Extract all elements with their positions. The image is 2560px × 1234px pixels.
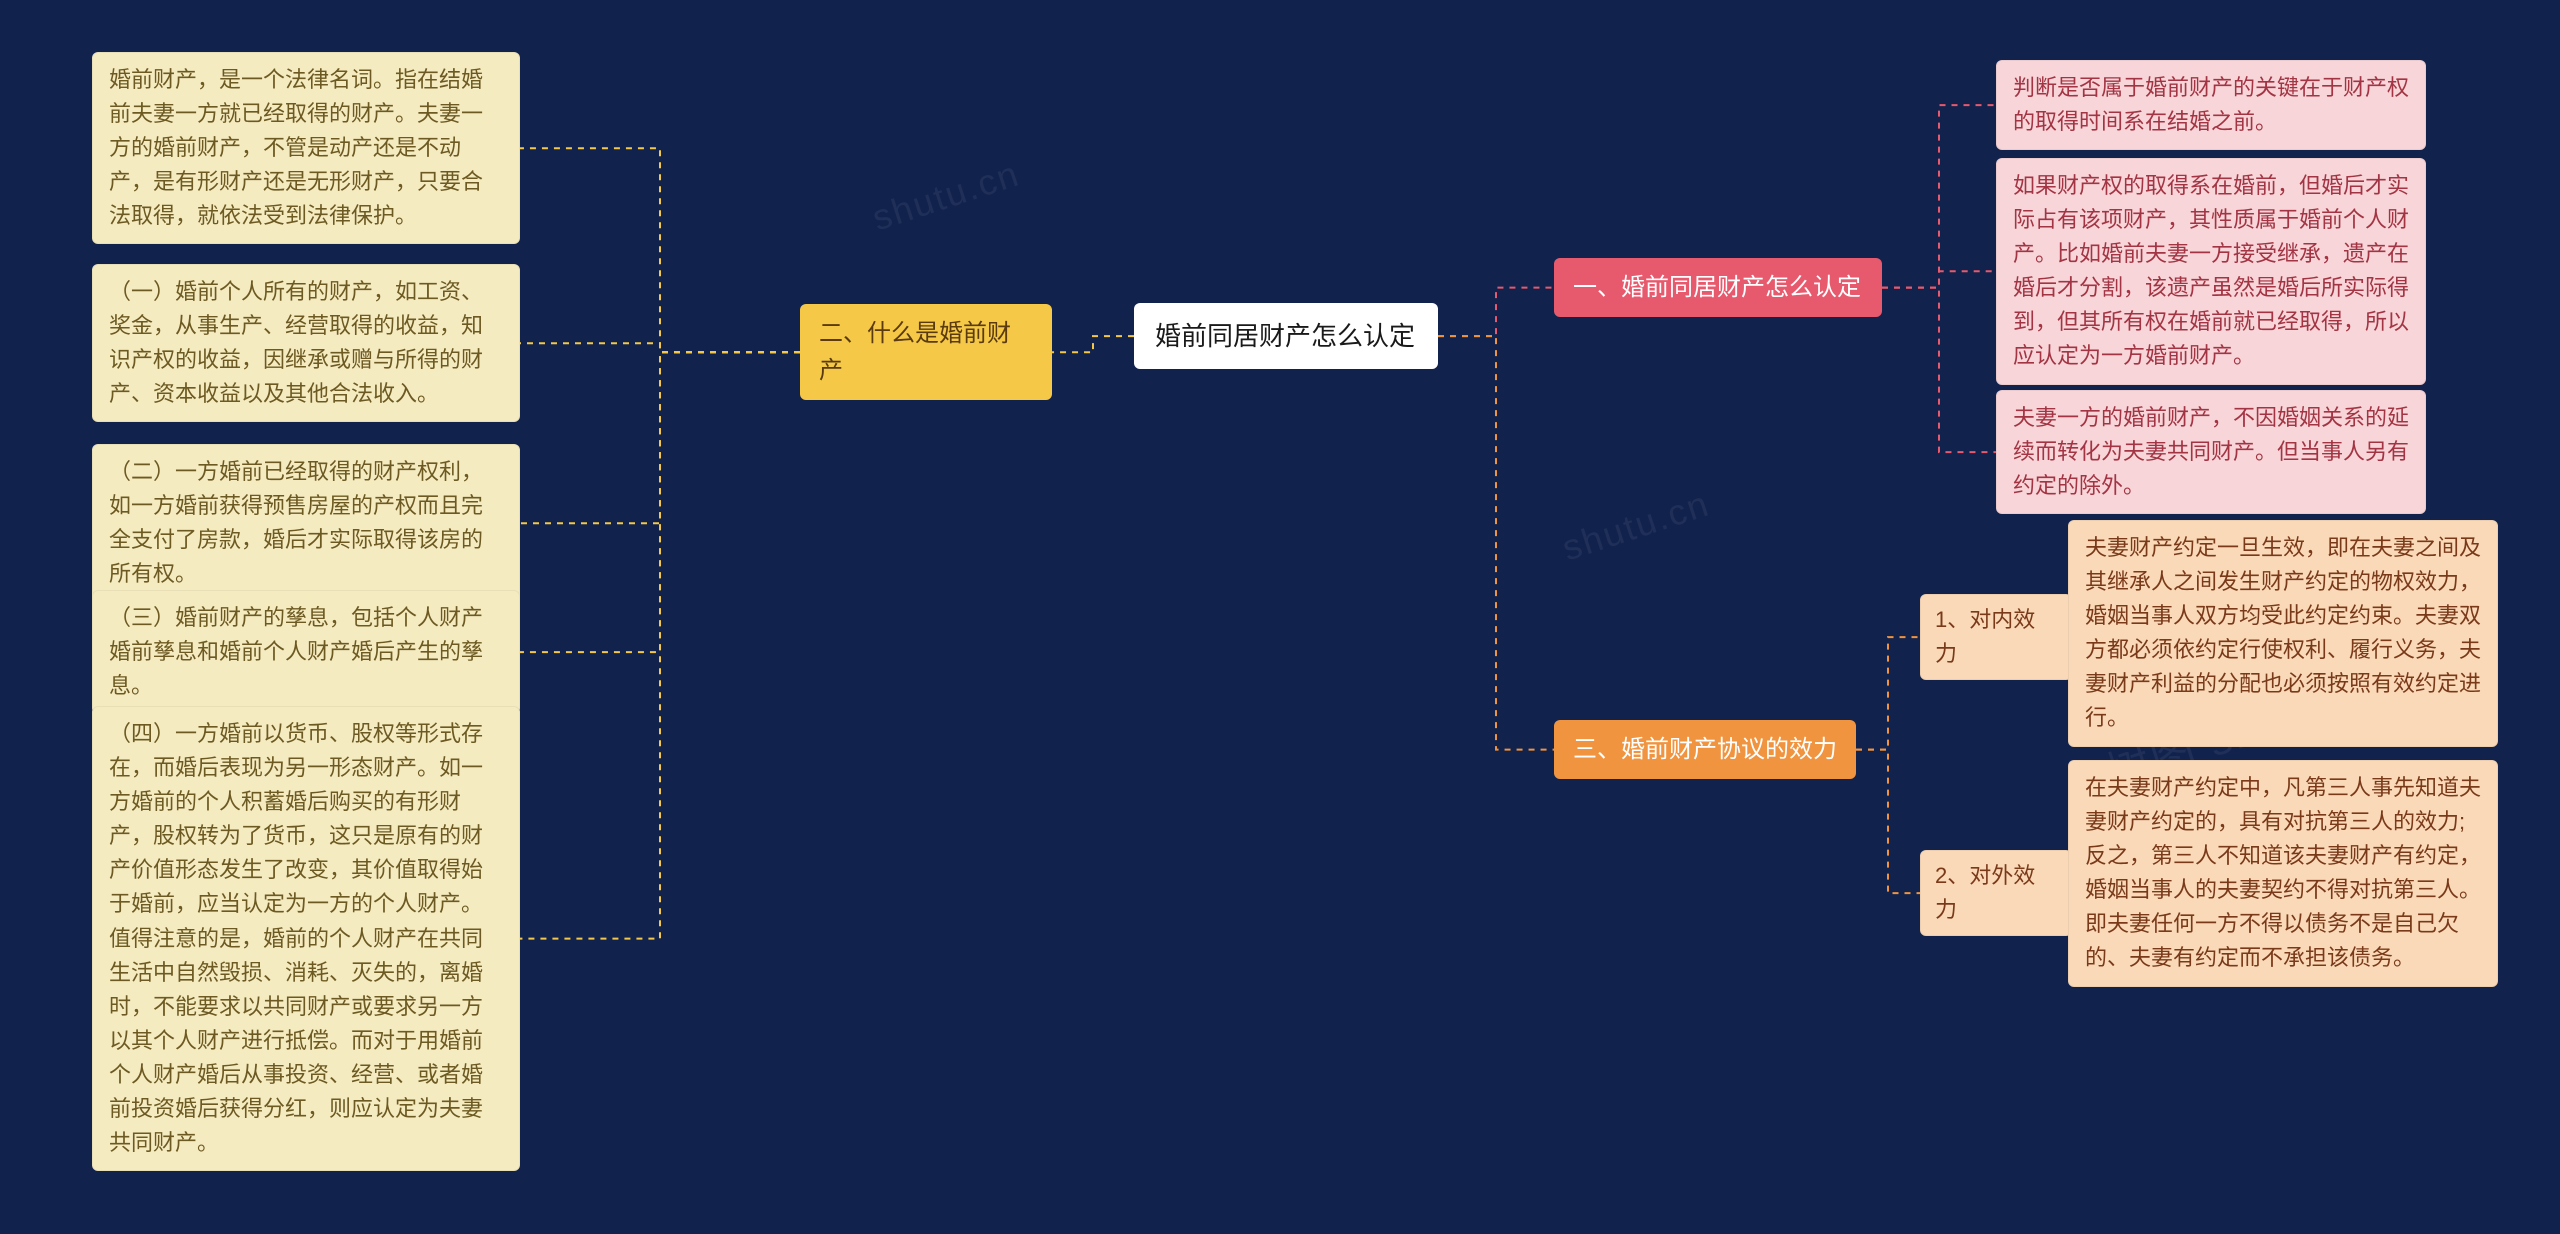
leaf-text: （四）一方婚前以货币、股权等形式存在，而婚后表现为另一形态财产。如一方婚前的个人… [109,721,483,1155]
root-label: 婚前同居财产怎么认定 [1155,321,1415,351]
leaf-node: （一）婚前个人所有的财产，如工资、奖金，从事生产、经营取得的收益，知识产权的收益… [92,264,520,422]
sub-node: 1、对内效力 [1920,594,2072,680]
leaf-text: 婚前财产，是一个法律名词。指在结婚前夫妻一方就已经取得的财产。夫妻一方的婚前财产… [109,67,483,228]
leaf-text: 夫妻财产约定一旦生效，即在夫妻之间及其继承人之间发生财产约定的物权效力，婚姻当事… [2085,535,2481,730]
watermark: shutu.cn [867,153,1025,240]
leaf-text: 在夫妻财产约定中，凡第三人事先知道夫妻财产约定的，具有对抗第三人的效力;反之，第… [2085,775,2481,970]
leaf-node: 夫妻财产约定一旦生效，即在夫妻之间及其继承人之间发生财产约定的物权效力，婚姻当事… [2068,520,2498,747]
branch-label: 三、婚前财产协议的效力 [1573,736,1837,763]
branch-node: 三、婚前财产协议的效力 [1554,720,1856,779]
leaf-text: 夫妻一方的婚前财产，不因婚姻关系的延续而转化为夫妻共同财产。但当事人另有约定的除… [2013,405,2409,498]
leaf-node: 婚前财产，是一个法律名词。指在结婚前夫妻一方就已经取得的财产。夫妻一方的婚前财产… [92,52,520,244]
branch-label: 一、婚前同居财产怎么认定 [1573,274,1861,301]
leaf-text: 如果财产权的取得系在婚前，但婚后才实际占有该项财产，其性质属于婚前个人财产。比如… [2013,173,2409,368]
branch-node: 二、什么是婚前财产 [800,304,1052,400]
leaf-text: 判断是否属于婚前财产的关键在于财产权的取得时间系在结婚之前。 [2013,75,2409,134]
mindmap-root: 婚前同居财产怎么认定 [1134,303,1438,369]
leaf-node: （二）一方婚前已经取得的财产权利，如一方婚前获得预售房屋的产权而且完全支付了房款… [92,444,520,602]
branch-label: 二、什么是婚前财产 [819,320,1011,384]
sub-label: 2、对外效力 [1935,863,2035,922]
leaf-text: （二）一方婚前已经取得的财产权利，如一方婚前获得预售房屋的产权而且完全支付了房款… [109,459,483,586]
leaf-node: 在夫妻财产约定中，凡第三人事先知道夫妻财产约定的，具有对抗第三人的效力;反之，第… [2068,760,2498,987]
leaf-text: （三）婚前财产的孳息，包括个人财产婚前孳息和婚前个人财产婚后产生的孳息。 [109,605,483,698]
leaf-node: 夫妻一方的婚前财产，不因婚姻关系的延续而转化为夫妻共同财产。但当事人另有约定的除… [1996,390,2426,514]
leaf-node: 判断是否属于婚前财产的关键在于财产权的取得时间系在结婚之前。 [1996,60,2426,150]
branch-node: 一、婚前同居财产怎么认定 [1554,258,1882,317]
leaf-node: 如果财产权的取得系在婚前，但婚后才实际占有该项财产，其性质属于婚前个人财产。比如… [1996,158,2426,385]
leaf-text: （一）婚前个人所有的财产，如工资、奖金，从事生产、经营取得的收益，知识产权的收益… [109,279,483,406]
sub-node: 2、对外效力 [1920,850,2072,936]
leaf-node: （四）一方婚前以货币、股权等形式存在，而婚后表现为另一形态财产。如一方婚前的个人… [92,706,520,1171]
leaf-node: （三）婚前财产的孳息，包括个人财产婚前孳息和婚前个人财产婚后产生的孳息。 [92,590,520,714]
sub-label: 1、对内效力 [1935,607,2035,666]
watermark: shutu.cn [1557,483,1715,570]
